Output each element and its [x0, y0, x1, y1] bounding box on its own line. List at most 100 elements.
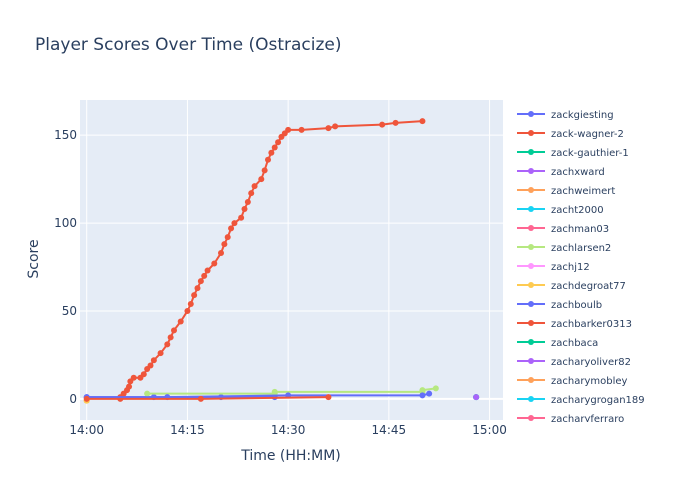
data-point [271, 144, 278, 151]
legend-item-zachbarker0313[interactable]: zachbarker0313 [517, 319, 632, 330]
legend-item-zachbaca[interactable]: zachbaca [517, 338, 598, 349]
data-point [171, 327, 177, 334]
legend-item-zachlarsen2[interactable]: zachlarsen2 [517, 243, 611, 254]
legend-item-zack-gauthier-1[interactable]: zack-gauthier-1 [517, 148, 629, 159]
series-layer [83, 118, 480, 404]
legend-label: zachbaca [551, 338, 598, 349]
legend-label: zacharyferraro [551, 414, 624, 425]
x-tick-label: 15:00 [472, 423, 507, 437]
data-point [419, 392, 426, 399]
y-tick-label: 100 [54, 216, 77, 230]
legend-label: zachman03 [551, 224, 609, 235]
legend-item-zachxward[interactable]: zachxward [517, 167, 605, 178]
y-axis-title: Score [26, 239, 42, 278]
y-axis-ticks: 0 50 100 150 [54, 128, 77, 406]
data-point [473, 394, 480, 401]
data-point [426, 390, 433, 397]
data-point [419, 118, 426, 125]
data-point [130, 374, 137, 381]
data-point [325, 125, 332, 132]
legend-swatch-marker [528, 187, 534, 193]
data-point [83, 395, 90, 402]
legend-swatch-marker [528, 263, 534, 269]
legend-label: zachj12 [551, 262, 590, 273]
data-point [325, 394, 332, 401]
y-tick-label: 150 [54, 128, 77, 142]
data-point [432, 385, 439, 392]
legend-swatch-marker [528, 225, 534, 231]
legend-item-zachboulb[interactable]: zachboulb [517, 300, 602, 311]
data-point [147, 362, 154, 369]
legend-label: zachbarker0313 [551, 319, 632, 330]
legend-swatch-marker [528, 415, 534, 421]
data-point [191, 292, 198, 299]
legend[interactable]: zackgiesting zack-wagner-2 zack-gauthier-1… [517, 110, 645, 425]
legend-swatch-marker [528, 358, 534, 364]
data-point [218, 249, 224, 256]
data-point [187, 300, 194, 307]
legend-label: zacharymobley [551, 376, 628, 387]
data-point [164, 341, 171, 348]
data-point [224, 234, 231, 241]
series-zachbarker0313 [83, 394, 332, 402]
data-point [248, 190, 255, 197]
data-point [379, 121, 386, 128]
x-axis-ticks: 14:00 14:15 14:30 14:45 15:00 [69, 423, 506, 437]
legend-label: zackgiesting [551, 110, 614, 121]
legend-item-zacharyoliver82[interactable]: zacharyoliver82 [517, 357, 631, 368]
x-tick-label: 14:30 [271, 423, 306, 437]
legend-item-zachdegroat77[interactable]: zachdegroat77 [517, 281, 626, 292]
data-point [144, 390, 151, 397]
legend-item-zachj12[interactable]: zachj12 [517, 262, 590, 273]
legend-swatch-marker [528, 320, 534, 326]
legend-label: zacht2000 [551, 205, 604, 216]
legend-swatch-marker [528, 149, 534, 155]
legend-swatch-marker [528, 301, 534, 307]
data-point [201, 272, 208, 279]
legend-item-zachweimert[interactable]: zachweimert [517, 186, 615, 197]
data-point [177, 318, 184, 325]
legend-swatch-marker [528, 244, 534, 250]
data-point [211, 260, 218, 267]
legend-item-zack-wagner-2[interactable]: zack-wagner-2 [517, 129, 624, 140]
data-point [197, 278, 204, 285]
legend-swatch-marker [528, 282, 534, 288]
data-point [157, 350, 164, 357]
legend-item-zachman03[interactable]: zachman03 [517, 224, 609, 235]
data-point [261, 167, 268, 174]
series-zacharyoliver82 [473, 394, 480, 401]
data-point [194, 285, 201, 292]
data-point [140, 371, 147, 378]
legend-label: zacharyoliver82 [551, 357, 631, 368]
series-zack-wagner-2 [117, 118, 426, 402]
data-point [332, 123, 339, 130]
legend-items: zackgiesting zack-wagner-2 zack-gauthier-1… [517, 110, 645, 425]
legend-label: zacharygrogan189 [551, 395, 645, 406]
legend-label: zachboulb [551, 300, 602, 311]
legend-item-zacharygrogan189[interactable]: zacharygrogan189 [517, 395, 645, 406]
legend-swatch-marker [528, 168, 534, 174]
data-point [228, 225, 235, 232]
data-point [204, 267, 211, 274]
data-point [238, 214, 245, 221]
legend-label: zachdegroat77 [551, 281, 626, 292]
data-point [251, 183, 258, 190]
data-point [184, 307, 191, 314]
data-point [167, 334, 174, 341]
data-point [241, 206, 248, 213]
legend-item-zacht2000[interactable]: zacht2000 [517, 205, 604, 216]
legend-label: zack-wagner-2 [551, 129, 624, 140]
data-point [298, 126, 305, 133]
data-point [197, 395, 204, 402]
legend-swatch-marker [528, 130, 534, 136]
x-tick-label: 14:45 [372, 423, 407, 437]
data-point [126, 383, 133, 390]
y-tick-label: 0 [69, 392, 77, 406]
legend-item-zacharyferraro[interactable]: zacharyferraro [517, 414, 624, 425]
legend-item-zacharymobley[interactable]: zacharymobley [517, 376, 628, 387]
x-tick-label: 14:15 [170, 423, 205, 437]
y-tick-label: 50 [62, 304, 77, 318]
x-axis-title: Time (HH:MM) [240, 448, 341, 464]
legend-item-zackgiesting[interactable]: zackgiesting [517, 110, 614, 121]
